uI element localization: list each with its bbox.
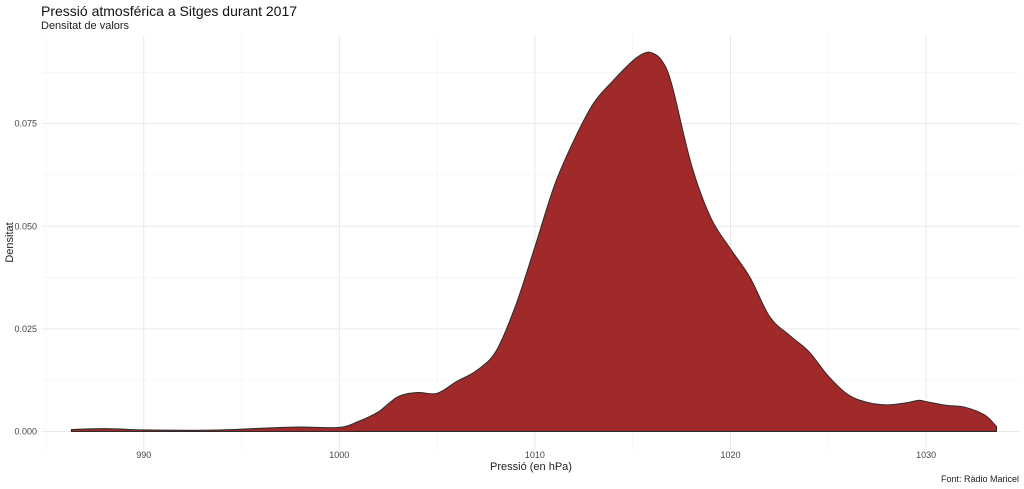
x-tick-label: 1010	[525, 450, 545, 460]
x-tick-label: 1030	[916, 450, 936, 460]
x-axis-title: Pressió (en hPa)	[490, 461, 572, 473]
x-tick-label: 990	[136, 450, 151, 460]
y-tick-label: 0.025	[14, 324, 37, 334]
y-tick-label: 0.075	[14, 119, 37, 129]
x-axis-tick-labels: 990 1000 1010 1020 1030	[136, 450, 936, 460]
x-tick-label: 1020	[720, 450, 740, 460]
density-area	[70, 51, 998, 433]
y-tick-label: 0.050	[14, 221, 37, 231]
chart-subtitle: Densitat de valors	[41, 20, 130, 32]
x-tick-label: 1000	[329, 450, 349, 460]
y-tick-label: 0.000	[14, 427, 37, 437]
y-axis-tick-labels: 0.000 0.025 0.050 0.075	[14, 119, 37, 437]
y-axis-title: Densitat	[4, 222, 16, 262]
chart-title: Pressió atmosférica a Sitges durant 2017	[41, 3, 298, 19]
chart-caption: Font: Ràdio Maricel	[940, 474, 1019, 484]
